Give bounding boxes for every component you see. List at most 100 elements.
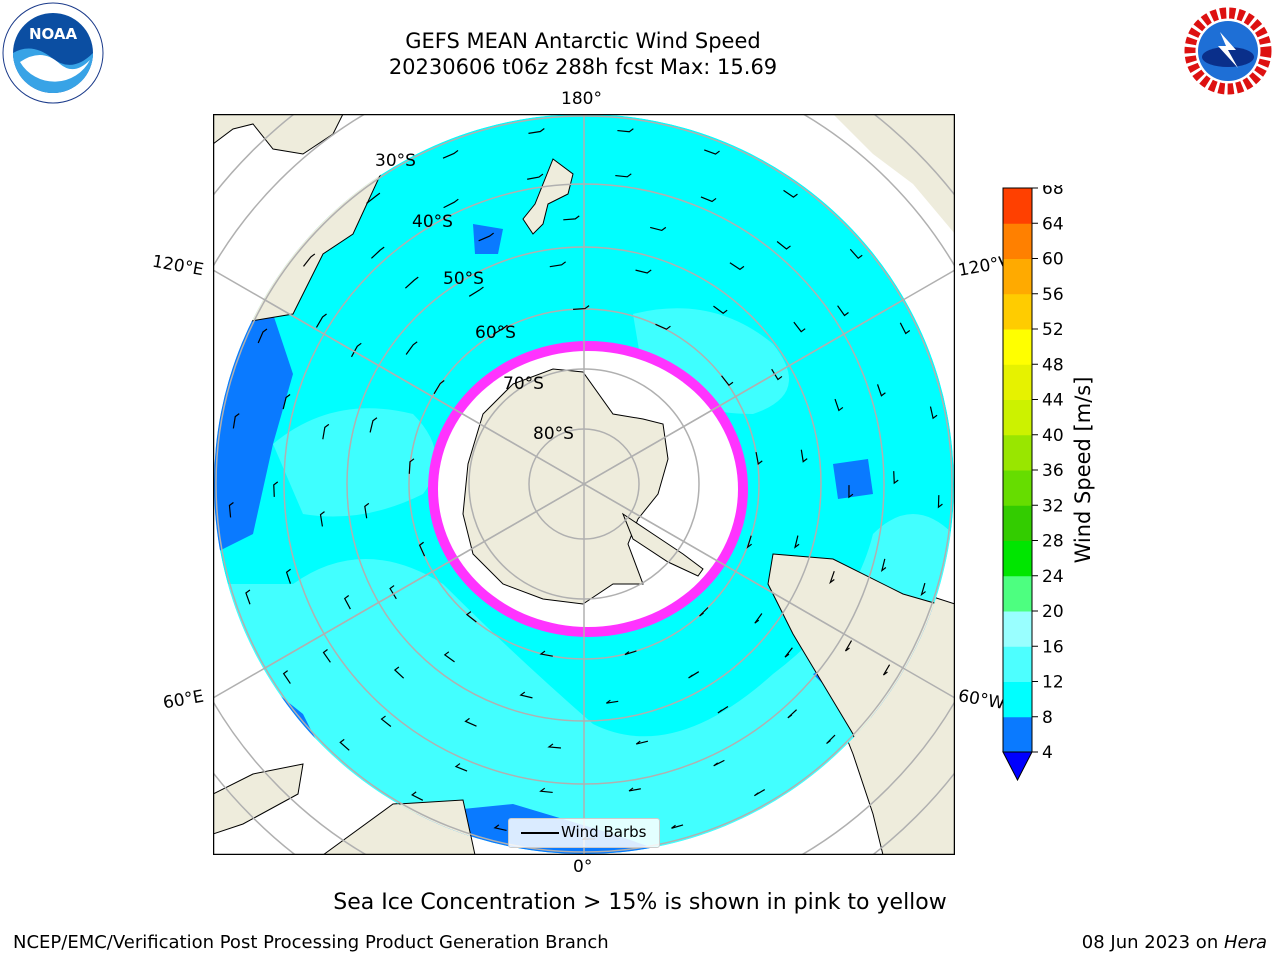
footer-date: 08 Jun 2023 on Hera (1082, 932, 1267, 953)
wind-barb (563, 215, 580, 221)
wind-barb (366, 192, 381, 204)
lat-label-40s: 40°S (412, 212, 453, 232)
wind-barb (655, 323, 671, 330)
wind-barb (776, 241, 791, 250)
wind-barb (721, 375, 734, 387)
colorbar-segment (1003, 470, 1032, 506)
wind-barb (322, 649, 331, 663)
colorbar-tick-label: 12 (1042, 673, 1064, 693)
colorbar-tick-label: 44 (1042, 391, 1064, 411)
barb-legend-line (521, 832, 559, 834)
lat-label-50s: 50°S (443, 269, 484, 289)
wind-barb (755, 451, 763, 465)
colorbar-tick-label: 20 (1042, 602, 1064, 622)
wind-barb (285, 568, 292, 584)
wind-barb (369, 417, 378, 433)
wind-barb (628, 787, 641, 792)
colorbar-segment (1003, 575, 1032, 612)
wind-barb (826, 734, 836, 744)
wind-barb (539, 787, 553, 794)
wind-barb (699, 607, 709, 617)
wind-barb (784, 647, 793, 658)
wind-barb (232, 413, 240, 429)
colorbar-segment (1003, 646, 1032, 682)
wind-barb (635, 269, 652, 274)
wind-barb (319, 511, 325, 527)
wind-barb (876, 384, 886, 397)
wind-barb (771, 368, 783, 381)
colorbar-tick-label: 36 (1042, 461, 1064, 481)
wind-barb (411, 791, 424, 801)
nws-logo (1182, 5, 1274, 97)
wind-barb (405, 341, 418, 355)
wind-barb (671, 824, 684, 829)
wind-barb (493, 824, 507, 832)
wind-barb (920, 582, 926, 597)
colorbar-tick-label: 16 (1042, 637, 1064, 657)
wind-barb (650, 226, 667, 232)
colorbar-segment (1003, 293, 1032, 330)
wind-barb (848, 485, 854, 499)
chart-subtitle: 20230606 t06z 288h fcst Max: 15.69 (388, 55, 778, 79)
wind-barb (393, 666, 405, 679)
footer-date-text: 08 Jun 2023 on (1081, 932, 1224, 953)
lon-label-180: 180° (561, 89, 602, 109)
wind-barb (492, 324, 508, 335)
colorbar-segment (1003, 364, 1032, 400)
wind-barb (729, 262, 745, 271)
wind-barb (418, 541, 426, 557)
wind-barb (937, 495, 943, 509)
colorbar-tick-label: 64 (1042, 214, 1064, 234)
colorbar-segment (1003, 188, 1032, 224)
wind-barb (443, 651, 455, 663)
wind-barb (615, 173, 632, 178)
wind-barb (464, 717, 477, 727)
colorbar-segment (1003, 223, 1032, 259)
wind-barb (754, 613, 763, 624)
colorbar-segment (1003, 329, 1032, 365)
wind-barb (880, 558, 887, 573)
wind-barb (713, 305, 728, 314)
wind-barb (800, 449, 808, 463)
wind-barb (606, 699, 619, 704)
wind-barb (549, 261, 566, 268)
wind-barb (245, 589, 251, 605)
wind-barb (783, 189, 798, 198)
wind-barb (713, 759, 725, 767)
wind-barb (528, 128, 545, 134)
wind-barb (322, 423, 330, 440)
lon-label-60w: 60°W (956, 686, 1007, 714)
wind-barb (257, 328, 268, 344)
wind-barb (849, 248, 863, 260)
map-canvas (212, 113, 956, 856)
colorbar-segment (1003, 716, 1032, 753)
wind-barb (442, 149, 459, 159)
wind-barb (433, 380, 445, 395)
wind-barb (315, 313, 327, 328)
wind-barb (380, 715, 392, 727)
wind-barb (408, 458, 415, 474)
footer-credit: NCEP/EMC/Verification Post Processing Pr… (13, 932, 609, 953)
wind-barb (389, 585, 397, 600)
lon-label-120e: 120°E (150, 251, 206, 281)
wind-barb (527, 173, 544, 180)
wind-barb (700, 196, 717, 203)
chart-title: GEFS MEAN Antarctic Wind Speed (405, 29, 761, 53)
colorbar-tick-label: 48 (1042, 355, 1064, 375)
wind-barb (364, 502, 370, 519)
wind-barb (834, 398, 844, 412)
colorbar-tick-label: 28 (1042, 532, 1064, 552)
wind-barb (443, 198, 459, 209)
wind-barb (704, 149, 720, 155)
wind-barb (478, 232, 495, 242)
lat-label-70s: 70°S (503, 374, 544, 394)
wind-barb (404, 276, 419, 289)
wind-barb (746, 535, 752, 549)
lon-label-60e: 60°E (161, 686, 206, 714)
colorbar-tick-label: 52 (1042, 320, 1064, 340)
wind-barb (717, 705, 729, 714)
colorbar-segment (1003, 505, 1032, 541)
wind-barb (228, 501, 234, 518)
sea-ice-note: Sea Ice Concentration > 15% is shown in … (333, 890, 947, 915)
wind-barbs (228, 128, 943, 840)
